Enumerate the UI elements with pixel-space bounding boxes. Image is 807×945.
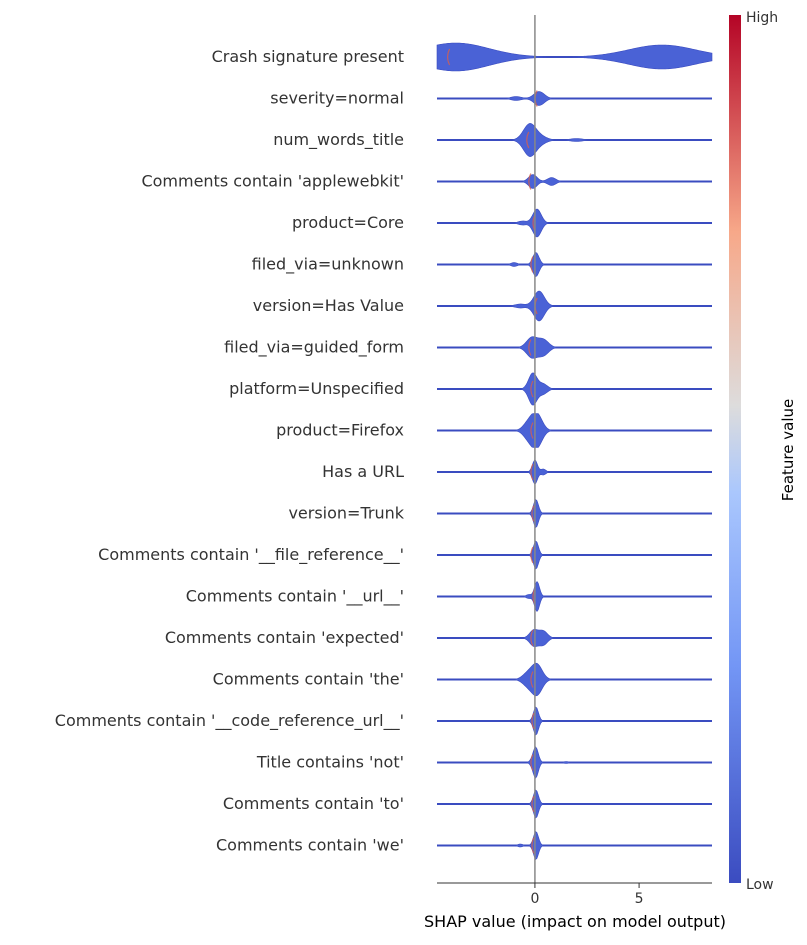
x-tick-label: 0: [530, 891, 539, 907]
violin-accent: [530, 380, 534, 398]
violin-shape: [436, 42, 713, 72]
violin-accent: [526, 131, 530, 149]
violin-accent: [446, 48, 451, 66]
feature-label: version=Trunk: [288, 504, 404, 523]
violin-accent: [530, 422, 534, 439]
feature-label: Comments contain '__code_reference_url__…: [55, 711, 404, 731]
violin-shape: [437, 123, 712, 157]
feature-label: Comments contain '__url__': [186, 587, 404, 607]
violin-accent: [528, 173, 532, 190]
violin-shape: [437, 706, 712, 736]
violin-shape: [437, 789, 712, 819]
violin-shape: [437, 208, 712, 238]
violin-shape: [437, 252, 712, 277]
violin-shape: [437, 91, 712, 106]
violin-accent: [530, 546, 534, 564]
violin-shape: [437, 540, 712, 570]
violin-shape: [437, 662, 712, 697]
feature-label: filed_via=unknown: [252, 255, 404, 275]
violin-shape: [437, 580, 712, 613]
x-axis-label: SHAP value (impact on model output): [424, 912, 726, 931]
feature-label: num_words_title: [273, 130, 404, 150]
feature-label: Title contains 'not': [256, 753, 404, 772]
feature-label: version=Has Value: [253, 296, 404, 315]
feature-label: Comments contain 'expected': [165, 628, 404, 647]
violin-shape: [437, 459, 712, 485]
violin-layer: [436, 42, 713, 860]
violin-shape: [437, 746, 712, 779]
violin-accent: [530, 671, 534, 688]
feature-label: Comments contain 'we': [216, 836, 404, 855]
violin-accent: [528, 339, 532, 356]
colorbar-gradient: [729, 15, 741, 883]
colorbar-low-label: Low: [746, 877, 774, 893]
colorbar: High Low Feature value: [729, 10, 797, 893]
feature-label: Comments contain 'to': [223, 794, 404, 813]
violin-accent: [531, 712, 535, 730]
violin-shape: [437, 831, 712, 860]
violin-accent: [531, 837, 535, 854]
feature-label: Comments contain 'the': [213, 670, 404, 689]
violin-accent: [531, 795, 535, 813]
feature-label: filed_via=guided_form: [224, 338, 404, 358]
feature-label: Comments contain 'applewebkit': [141, 172, 404, 191]
violin-shape: [437, 499, 712, 528]
violin-shape: [437, 174, 712, 189]
feature-label: severity=normal: [270, 89, 404, 108]
violin-accent: [530, 463, 534, 481]
violin-shape: [437, 413, 712, 448]
feature-label: product=Core: [292, 213, 404, 232]
feature-label: Comments contain '__file_reference__': [98, 545, 404, 565]
violin-accent: [531, 505, 535, 522]
violin-accent: [530, 629, 534, 647]
colorbar-high-label: High: [746, 10, 778, 26]
feature-label-layer: Crash signature present severity=normal nu…: [55, 47, 405, 855]
violin-accent: [530, 754, 534, 771]
violin-shape: [437, 290, 712, 322]
violin-shape: [437, 372, 712, 406]
feature-label: Crash signature present: [212, 47, 404, 66]
violin-shape: [437, 629, 712, 647]
colorbar-title: Feature value: [779, 399, 797, 501]
x-tick-label: 5: [635, 891, 644, 907]
feature-label: product=Firefox: [276, 421, 404, 440]
violin-shape: [437, 336, 712, 359]
violin-accent: [530, 256, 534, 273]
feature-label: Has a URL: [322, 462, 404, 481]
feature-label: platform=Unspecified: [229, 379, 404, 398]
